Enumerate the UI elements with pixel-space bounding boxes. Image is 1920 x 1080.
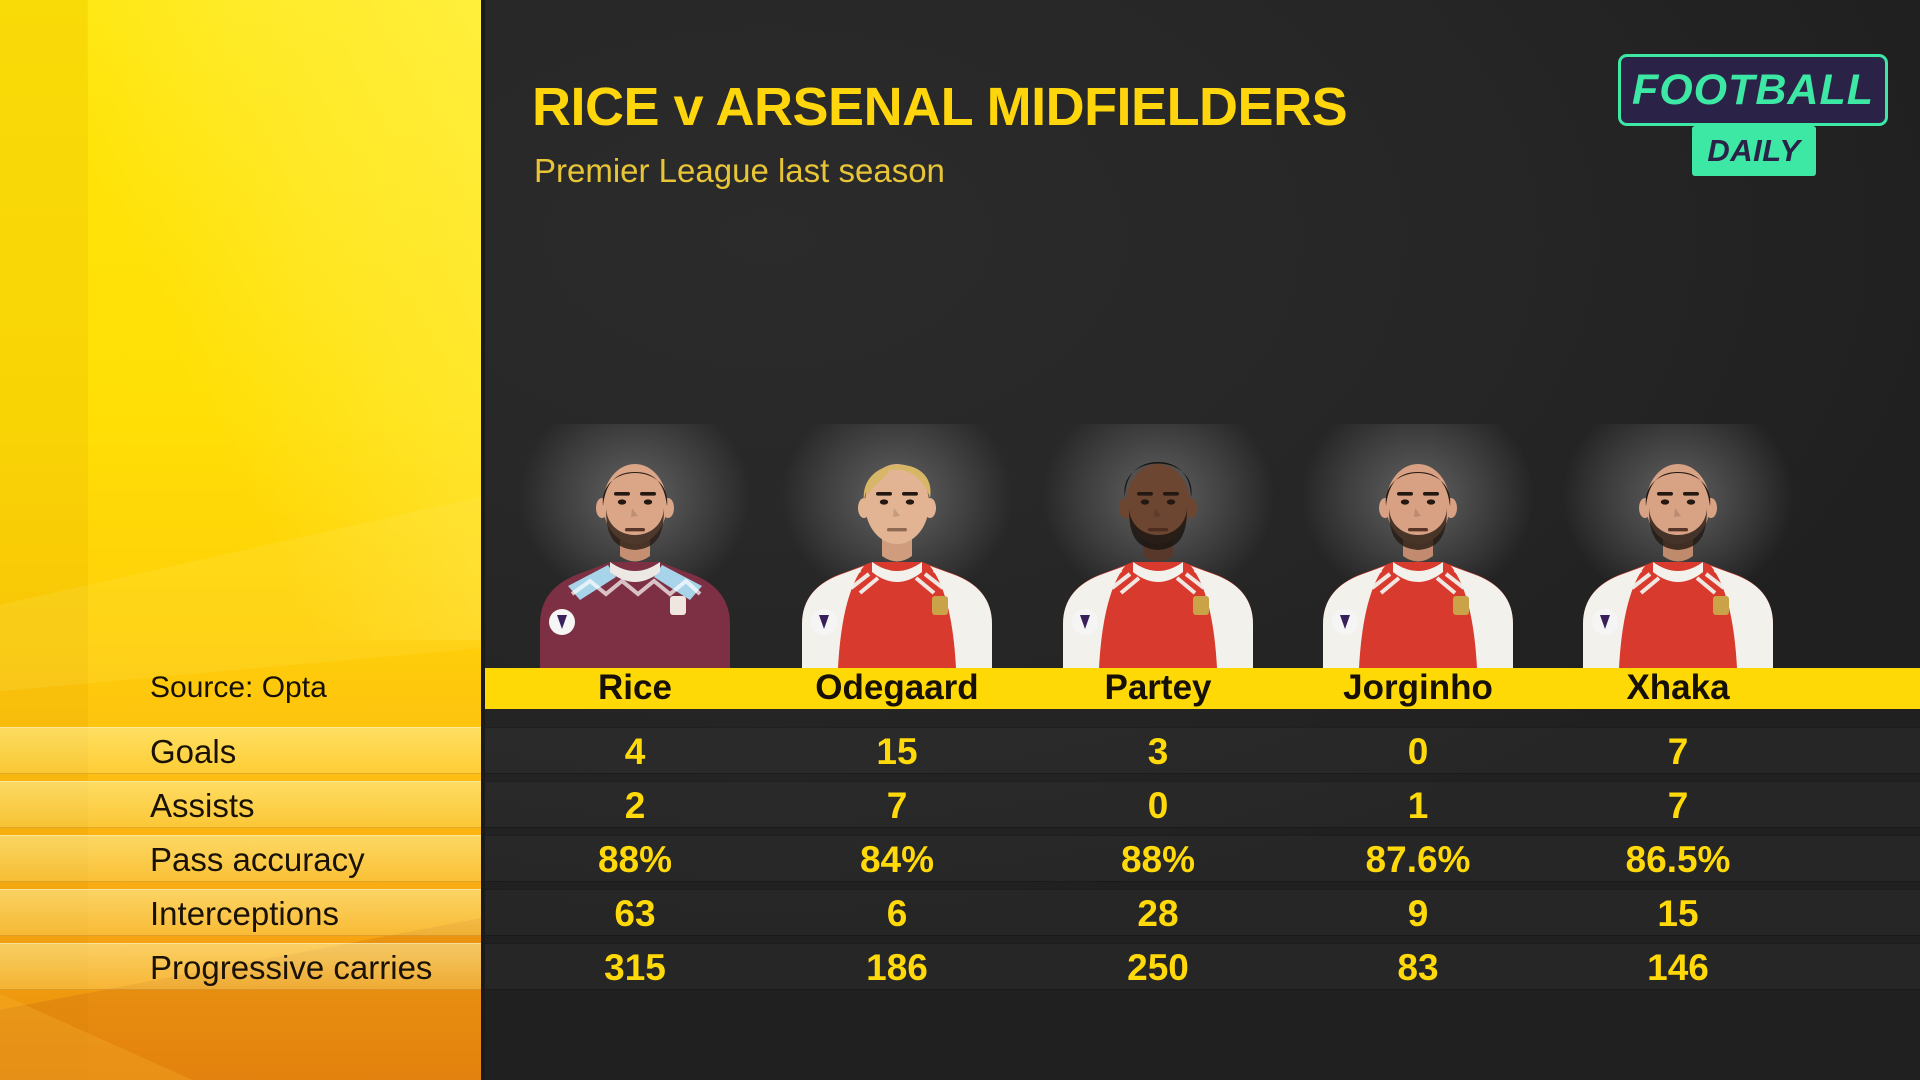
football-daily-logo: FOOTBALL <box>1618 54 1888 126</box>
stat-value: 9 <box>1407 893 1429 934</box>
stat-value: 15 <box>876 731 918 772</box>
row-stripe-2 <box>485 781 1920 828</box>
stat-value: 7 <box>1667 785 1689 826</box>
row-label: Assists <box>150 787 255 824</box>
stat-value: 1 <box>1407 785 1429 826</box>
player-photo-cell-xhaka <box>1553 424 1803 668</box>
stat-value: 3 <box>1147 731 1169 772</box>
player-photo-xhaka <box>1583 464 1773 668</box>
stat-value: 315 <box>604 947 666 988</box>
stat-value: 4 <box>624 731 646 772</box>
left-gradient-panel <box>0 0 481 1080</box>
row-band-5 <box>0 943 481 990</box>
stat-value: 7 <box>886 785 908 826</box>
panel-edge-shadow <box>481 0 485 1080</box>
row-stripe-1 <box>485 727 1920 774</box>
player-photo-cell-jorginho <box>1293 424 1543 668</box>
stat-value: 6 <box>886 893 908 934</box>
player-photo-cell-odegaard <box>772 424 1022 668</box>
row-label: Interceptions <box>150 895 339 932</box>
panel-diagonal-highlight <box>86 0 481 640</box>
page-subtitle: Premier League last season <box>534 152 945 189</box>
stat-value: 186 <box>866 947 928 988</box>
stat-value: 0 <box>1407 731 1429 772</box>
row-band-1 <box>0 727 481 774</box>
stat-value: 63 <box>614 893 656 934</box>
stat-value: 250 <box>1127 947 1189 988</box>
stat-value: 28 <box>1137 893 1179 934</box>
logo-daily-text: DAILY <box>1707 133 1801 168</box>
stat-value: 87.6% <box>1365 839 1471 880</box>
column-header-rice: Rice <box>598 668 672 707</box>
row-band-2 <box>0 781 481 828</box>
column-header-xhaka: Xhaka <box>1626 668 1730 707</box>
stat-value: 0 <box>1147 785 1169 826</box>
player-photo-odegaard <box>802 464 992 668</box>
player-photo-cell-partey <box>1033 424 1283 668</box>
stat-value: 146 <box>1647 947 1709 988</box>
player-names-bar: Rice Odegaard Partey Jorginho Xhaka <box>485 668 1920 709</box>
stat-value: 2 <box>624 785 646 826</box>
stat-value: 15 <box>1657 893 1699 934</box>
logo-football-text: FOOTBALL <box>1631 65 1875 114</box>
row-stripe-4 <box>485 889 1920 936</box>
player-photo-cell-rice <box>510 424 760 668</box>
row-label: Pass accuracy <box>150 841 365 878</box>
row-band-3 <box>0 835 481 882</box>
stat-value: 7 <box>1667 731 1689 772</box>
football-daily-logo-daily: DAILY <box>1692 126 1816 176</box>
row-label: Goals <box>150 733 237 770</box>
player-photo-jorginho <box>1323 464 1513 668</box>
stat-value: 84% <box>859 839 935 880</box>
player-photo-rice <box>540 464 730 668</box>
column-header-partey: Partey <box>1104 668 1212 707</box>
column-header-odegaard: Odegaard <box>815 668 979 707</box>
stat-value: 83 <box>1397 947 1439 988</box>
row-band-4 <box>0 889 481 936</box>
stat-value: 88% <box>1120 839 1196 880</box>
page-title: RICE v ARSENAL MIDFIELDERS <box>532 77 1348 137</box>
stat-value: 86.5% <box>1625 839 1731 880</box>
column-header-jorginho: Jorginho <box>1343 668 1493 707</box>
source-label: Source: Opta <box>150 671 327 704</box>
player-photo-partey <box>1063 462 1253 668</box>
stat-value: 88% <box>597 839 673 880</box>
row-label: Progressive carries <box>150 949 433 986</box>
